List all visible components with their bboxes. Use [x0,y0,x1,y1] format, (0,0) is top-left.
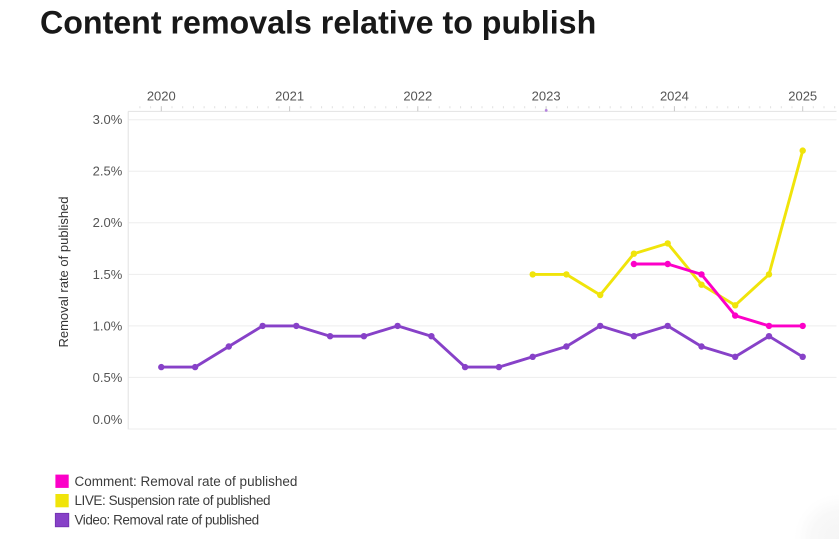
svg-text:2024: 2024 [660,89,689,104]
svg-text:1.5%: 1.5% [93,267,123,282]
svg-text:1.0%: 1.0% [93,318,123,333]
svg-text:3.0%: 3.0% [93,112,123,127]
svg-text:2023: 2023 [532,89,561,104]
svg-text:0.0%: 0.0% [93,412,123,427]
svg-text:2025: 2025 [788,89,817,104]
svg-text:2020: 2020 [147,89,176,104]
svg-text:2022: 2022 [403,89,432,104]
svg-text:Video: Removal rate of publish: Video: Removal rate of published [75,513,259,528]
svg-text:Comment: Removal rate of publi: Comment: Removal rate of published [75,474,298,489]
svg-text:0.5%: 0.5% [93,370,123,385]
svg-text:LIVE: Suspension rate of publi: LIVE: Suspension rate of published [75,493,271,508]
svg-text:2021: 2021 [275,89,304,104]
svg-text:Content removals relative to p: Content removals relative to publish [40,4,596,40]
svg-text:2.5%: 2.5% [93,164,123,179]
svg-text:Removal rate of published: Removal rate of published [56,196,71,347]
svg-text:2.0%: 2.0% [93,215,123,230]
